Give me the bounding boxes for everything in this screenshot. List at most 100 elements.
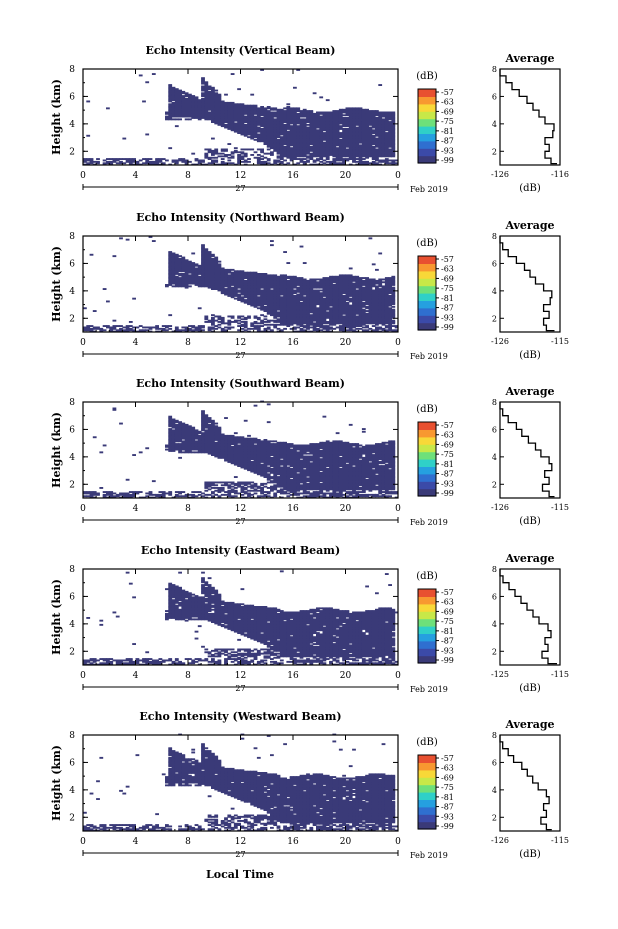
echo-cell bbox=[273, 112, 277, 114]
echo-cell bbox=[181, 327, 185, 329]
echo-cell bbox=[145, 134, 149, 136]
echo-cell bbox=[168, 325, 172, 327]
echo-cell bbox=[286, 131, 290, 133]
echo-cell bbox=[260, 161, 264, 163]
echo-cell bbox=[116, 158, 120, 160]
echo-cell bbox=[359, 107, 363, 109]
echo-cell bbox=[237, 154, 241, 156]
echo-cell bbox=[247, 158, 251, 160]
echo-cell bbox=[218, 263, 222, 265]
echo-cell bbox=[237, 320, 241, 322]
echo-cell bbox=[149, 161, 153, 163]
echo-cell bbox=[329, 161, 333, 163]
colorbar-tick-label: -87 bbox=[441, 137, 454, 146]
echo-cell bbox=[181, 91, 185, 93]
echo-cell bbox=[313, 279, 317, 281]
echo-cell bbox=[378, 84, 382, 86]
echo-cell bbox=[227, 143, 231, 145]
echo-cell bbox=[188, 118, 192, 120]
echo-cell bbox=[106, 161, 110, 163]
y-axis-label: Height (km) bbox=[50, 79, 63, 155]
echo-cell bbox=[280, 329, 284, 331]
echo-cell bbox=[293, 327, 297, 329]
x-tick-label: 12 bbox=[235, 171, 246, 181]
echo-cell bbox=[359, 144, 363, 146]
echo-cell bbox=[290, 125, 294, 127]
echo-cell bbox=[204, 316, 208, 318]
echo-cell bbox=[224, 149, 228, 151]
colorbar-segment bbox=[418, 156, 436, 164]
echo-cell bbox=[191, 95, 195, 97]
echo-cell bbox=[257, 317, 261, 319]
echo-cell bbox=[86, 101, 90, 103]
echo-cell bbox=[221, 161, 225, 163]
echo-cell bbox=[254, 105, 258, 107]
echo-cell bbox=[86, 162, 90, 164]
echo-cell bbox=[382, 160, 386, 162]
echo-cell bbox=[286, 162, 290, 164]
echo-cell bbox=[122, 162, 126, 164]
echo-cell bbox=[227, 102, 231, 104]
echo-cell bbox=[175, 276, 179, 278]
echo-cell bbox=[365, 109, 369, 111]
echo-cell bbox=[257, 273, 261, 275]
echo-cell bbox=[132, 158, 136, 160]
echo-cell bbox=[165, 329, 169, 331]
echo-cell bbox=[122, 327, 126, 329]
echo-cell bbox=[254, 325, 258, 327]
echo-cell bbox=[175, 125, 179, 127]
echo-cell bbox=[96, 161, 100, 163]
echo-cell bbox=[218, 316, 222, 318]
echo-cell bbox=[323, 142, 327, 144]
echo-cell bbox=[113, 255, 117, 257]
echo-cell bbox=[214, 257, 218, 259]
profile-title: Average bbox=[504, 52, 554, 65]
echo-cell bbox=[270, 112, 274, 114]
echo-cell bbox=[323, 132, 327, 134]
echo-cell bbox=[323, 112, 327, 114]
echo-cell bbox=[290, 276, 294, 278]
echo-cell bbox=[260, 290, 264, 292]
echo-cell bbox=[195, 96, 199, 98]
echo-cell bbox=[382, 118, 386, 120]
echo-cell bbox=[385, 112, 389, 114]
echo-cell bbox=[250, 94, 254, 96]
echo-cell bbox=[168, 103, 172, 105]
echo-cell bbox=[165, 112, 169, 114]
echo-cell bbox=[277, 328, 281, 330]
echo-cell bbox=[280, 274, 284, 276]
echo-cell bbox=[244, 153, 248, 155]
echo-cell bbox=[99, 328, 103, 330]
echo-cell bbox=[181, 95, 185, 97]
echo-cell bbox=[313, 160, 317, 162]
echo-cell bbox=[260, 314, 264, 316]
echo-cell bbox=[198, 276, 202, 278]
echo-cell bbox=[385, 158, 389, 160]
echo-cell bbox=[139, 329, 143, 331]
echo-cell bbox=[250, 154, 254, 156]
echo-cell bbox=[136, 161, 140, 163]
y-tick-label: 8 bbox=[69, 65, 75, 75]
colorbar-segment bbox=[418, 133, 436, 141]
echo-intensity-figure: Local Time Echo Intensity (Vertical Beam… bbox=[0, 0, 618, 929]
echo-cell bbox=[244, 116, 248, 118]
echo-cell bbox=[280, 109, 284, 111]
echo-cell bbox=[313, 113, 317, 115]
echo-cell bbox=[309, 153, 313, 155]
colorbar-segment bbox=[418, 141, 436, 149]
echo-cell bbox=[260, 273, 264, 275]
echo-cell bbox=[303, 279, 307, 281]
echo-cell bbox=[218, 94, 222, 96]
echo-cell bbox=[201, 244, 205, 246]
colorbar-segment bbox=[418, 126, 436, 134]
echo-cell bbox=[218, 155, 222, 157]
profile-y-tick-label: 6 bbox=[492, 92, 497, 101]
echo-cell bbox=[257, 325, 261, 327]
echo-cell bbox=[208, 327, 212, 329]
echo-cell bbox=[241, 328, 245, 330]
echo-cell bbox=[172, 160, 176, 162]
echo-cell bbox=[264, 318, 268, 320]
echo-cell bbox=[254, 116, 258, 118]
echo-cell bbox=[332, 110, 336, 112]
echo-cell bbox=[224, 124, 228, 126]
